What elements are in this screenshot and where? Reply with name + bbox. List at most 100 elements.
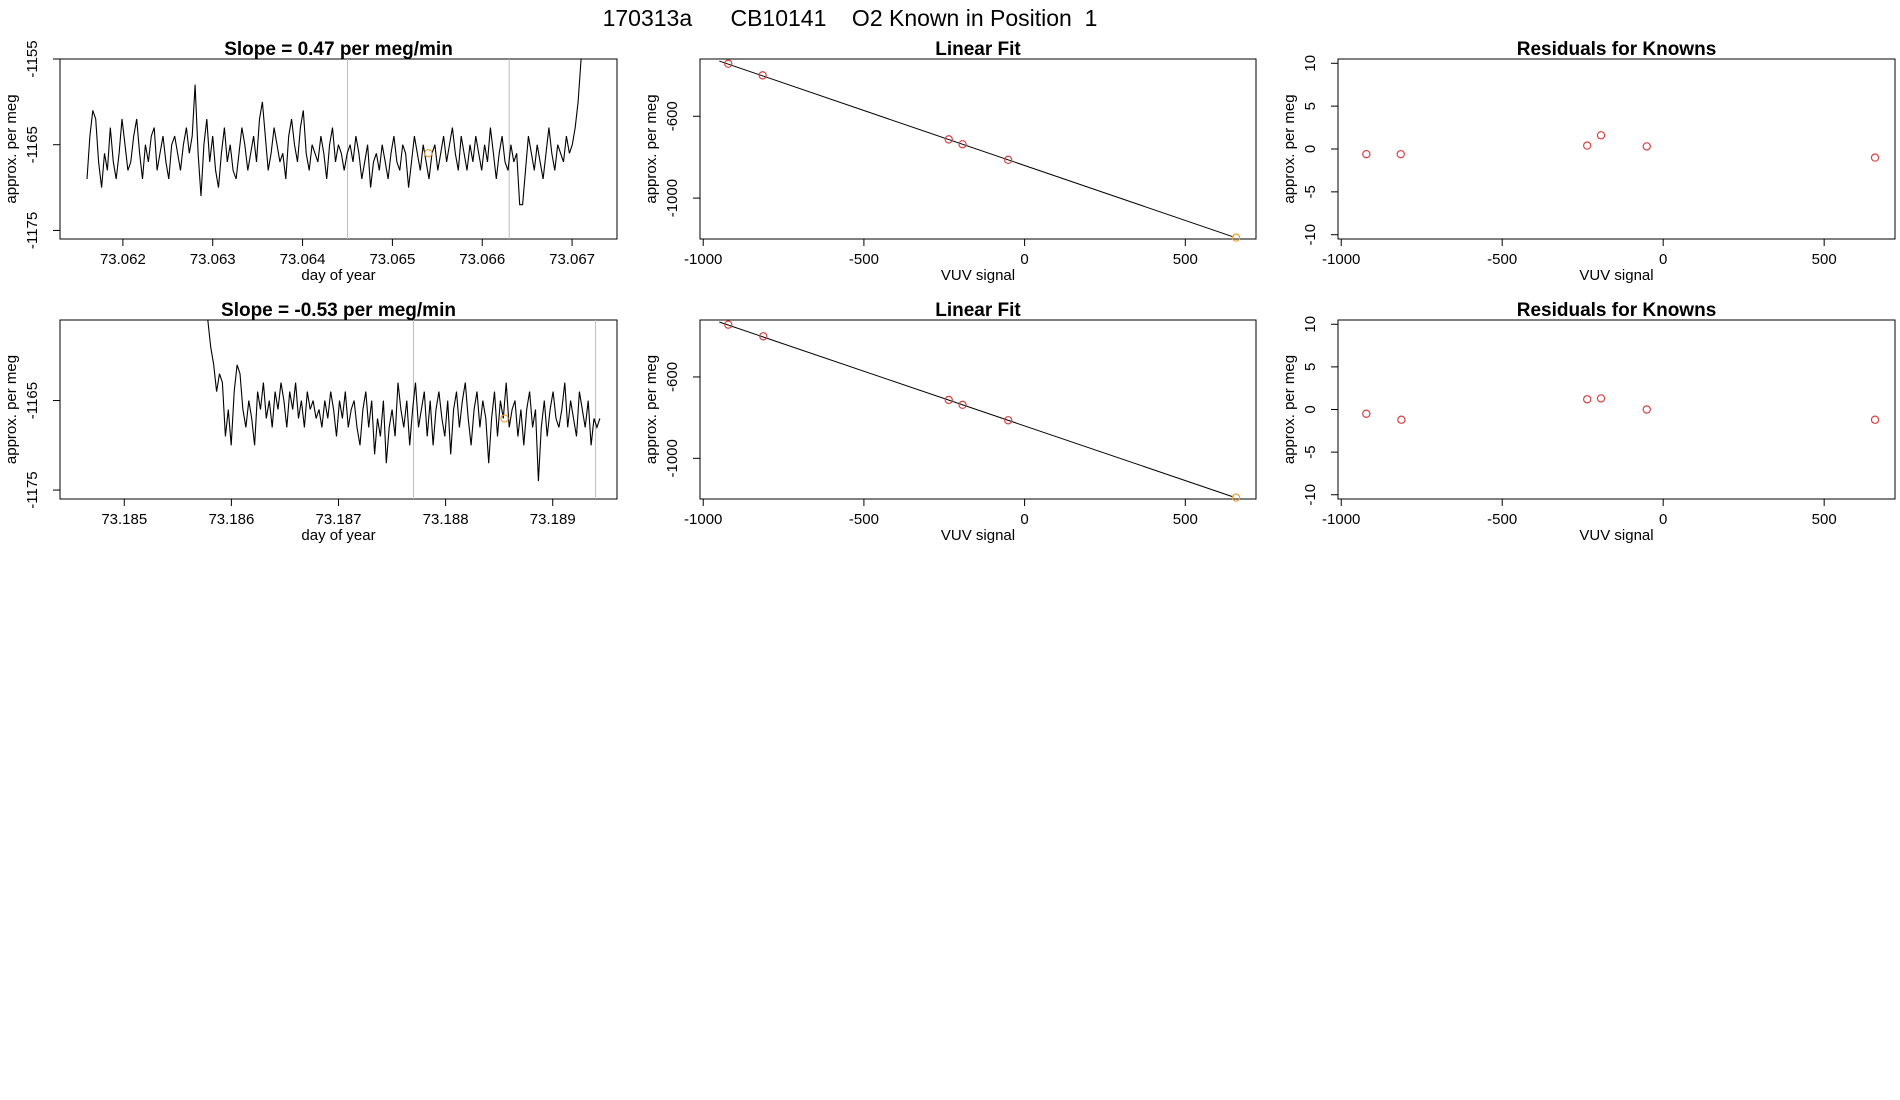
chart-fit1: Linear Fit -1000 -500 0 500 VUV signal -1000 -6… <box>643 39 1257 284</box>
x-axis-label: VUV signal <box>1579 527 1653 544</box>
highlight-marker <box>424 149 433 158</box>
plot-frame <box>699 319 1257 500</box>
data-point <box>724 320 733 329</box>
x-tick-label: -1000 <box>1322 251 1360 268</box>
chart-ts1: Slope = 0.47 per meg/min 73.062 73.063 73.0… <box>3 39 618 284</box>
y-tick-label: -1175 <box>24 471 41 508</box>
y-axis-label: approx. per meg <box>3 355 20 464</box>
data-point <box>1362 149 1371 159</box>
highlight-marker <box>500 414 509 423</box>
y-axis-label: approx. per meg <box>643 94 660 203</box>
x-tick-label: 73.065 <box>369 251 415 268</box>
x-tick-label: -1000 <box>1322 511 1360 528</box>
data-point <box>1596 394 1606 403</box>
data-point <box>724 59 733 68</box>
data-point <box>1583 141 1592 150</box>
data-point <box>1231 233 1241 242</box>
x-tick-label: 73.185 <box>101 511 147 528</box>
x-tick-label: -1000 <box>684 251 722 268</box>
x-tick-label: 73.187 <box>316 511 362 528</box>
data-point <box>758 71 767 80</box>
chart-title: Linear Fit <box>935 300 1021 321</box>
x-tick-label: 73.188 <box>423 511 469 528</box>
x-tick-label: 500 <box>1812 251 1837 268</box>
chart-fit2: Linear Fit -1000 -500 0 500 VUV signal -1000 -6… <box>643 300 1257 544</box>
y-tick-label: -1175 <box>24 212 41 249</box>
plot-frame <box>1337 319 1896 500</box>
x-tick-label: 0 <box>1020 511 1028 528</box>
data-point <box>1397 415 1406 424</box>
y-tick-label: -1000 <box>664 439 681 477</box>
x-tick-label: -500 <box>1487 511 1517 528</box>
fit-line <box>719 321 1234 498</box>
page-title: 170313a CB10141 O2 Known in Position 1 <box>603 5 1098 31</box>
chart-title: Residuals for Knowns <box>1517 39 1717 60</box>
data-point <box>1870 153 1880 162</box>
chart-title: Slope = 0.47 per meg/min <box>224 39 453 60</box>
x-axis-label: VUV signal <box>1579 267 1653 284</box>
data-point <box>944 395 953 405</box>
series-line <box>86 58 582 206</box>
data-point <box>958 140 967 149</box>
x-tick-label: -500 <box>1487 251 1517 268</box>
x-tick-label: 73.062 <box>100 251 146 268</box>
x-tick-label: -500 <box>849 251 879 268</box>
y-tick-label: 10 <box>1302 316 1319 333</box>
y-tick-label: 0 <box>1302 405 1319 413</box>
y-tick-label: -1000 <box>664 179 681 217</box>
x-tick-label: 73.067 <box>549 251 595 268</box>
x-tick-label: -500 <box>849 511 879 528</box>
x-axis-label: VUV signal <box>941 267 1015 284</box>
y-tick-label: -5 <box>1302 185 1319 198</box>
x-axis-label: day of year <box>301 527 375 544</box>
x-tick-label: 0 <box>1020 251 1028 268</box>
data-point <box>1004 416 1013 425</box>
y-tick-label: -1165 <box>24 126 41 163</box>
data-point <box>1362 409 1371 418</box>
x-tick-label: 500 <box>1173 511 1198 528</box>
y-axis-label: approx. per meg <box>643 355 660 464</box>
plot-frame <box>59 58 618 240</box>
data-point <box>944 135 953 144</box>
x-axis-label: day of year <box>301 267 375 284</box>
data-point <box>1583 395 1592 404</box>
y-tick-label: -1155 <box>24 40 41 77</box>
x-tick-label: 73.186 <box>208 511 254 528</box>
chart-title: Linear Fit <box>935 39 1021 60</box>
x-tick-label: 0 <box>1659 511 1667 528</box>
data-point <box>759 332 768 341</box>
x-tick-label: 500 <box>1812 511 1837 528</box>
data-point <box>1396 149 1405 159</box>
y-tick-label: 0 <box>1302 145 1319 153</box>
data-point <box>1004 155 1013 165</box>
y-axis-label: approx. per meg <box>3 94 20 203</box>
chart-res2: Residuals for Knowns -1000 -500 0 500 VUV sig… <box>1281 300 1896 544</box>
chart-title: Residuals for Knowns <box>1517 300 1717 321</box>
fit-line <box>719 60 1234 238</box>
y-tick-label: 5 <box>1302 363 1319 371</box>
data-point <box>958 400 967 410</box>
data-point <box>1642 142 1651 151</box>
x-tick-label: 500 <box>1173 251 1198 268</box>
chart-ts2: Slope = -0.53 per meg/min 73.185 73.186 73.… <box>3 300 618 544</box>
data-point <box>1596 131 1606 140</box>
series-line <box>207 319 601 482</box>
y-tick-label: 10 <box>1302 55 1319 72</box>
x-tick-label: 73.189 <box>530 511 576 528</box>
chart-res1: Residuals for Knowns -1000 -500 0 500 VUV sig… <box>1281 39 1896 284</box>
y-tick-label: -10 <box>1302 484 1319 506</box>
y-tick-label: 5 <box>1302 102 1319 110</box>
data-point <box>1642 405 1651 414</box>
data-point <box>1231 493 1241 502</box>
y-tick-label: -5 <box>1302 445 1319 458</box>
chart-title: Slope = -0.53 per meg/min <box>221 300 456 321</box>
y-tick-label: -600 <box>664 101 681 131</box>
x-axis-label: VUV signal <box>941 527 1015 544</box>
x-tick-label: 73.064 <box>280 251 326 268</box>
y-tick-label: -600 <box>664 362 681 392</box>
y-axis-label: approx. per meg <box>1281 94 1298 203</box>
data-point <box>1870 415 1880 424</box>
x-tick-label: 73.066 <box>459 251 505 268</box>
y-tick-label: -10 <box>1302 224 1319 246</box>
